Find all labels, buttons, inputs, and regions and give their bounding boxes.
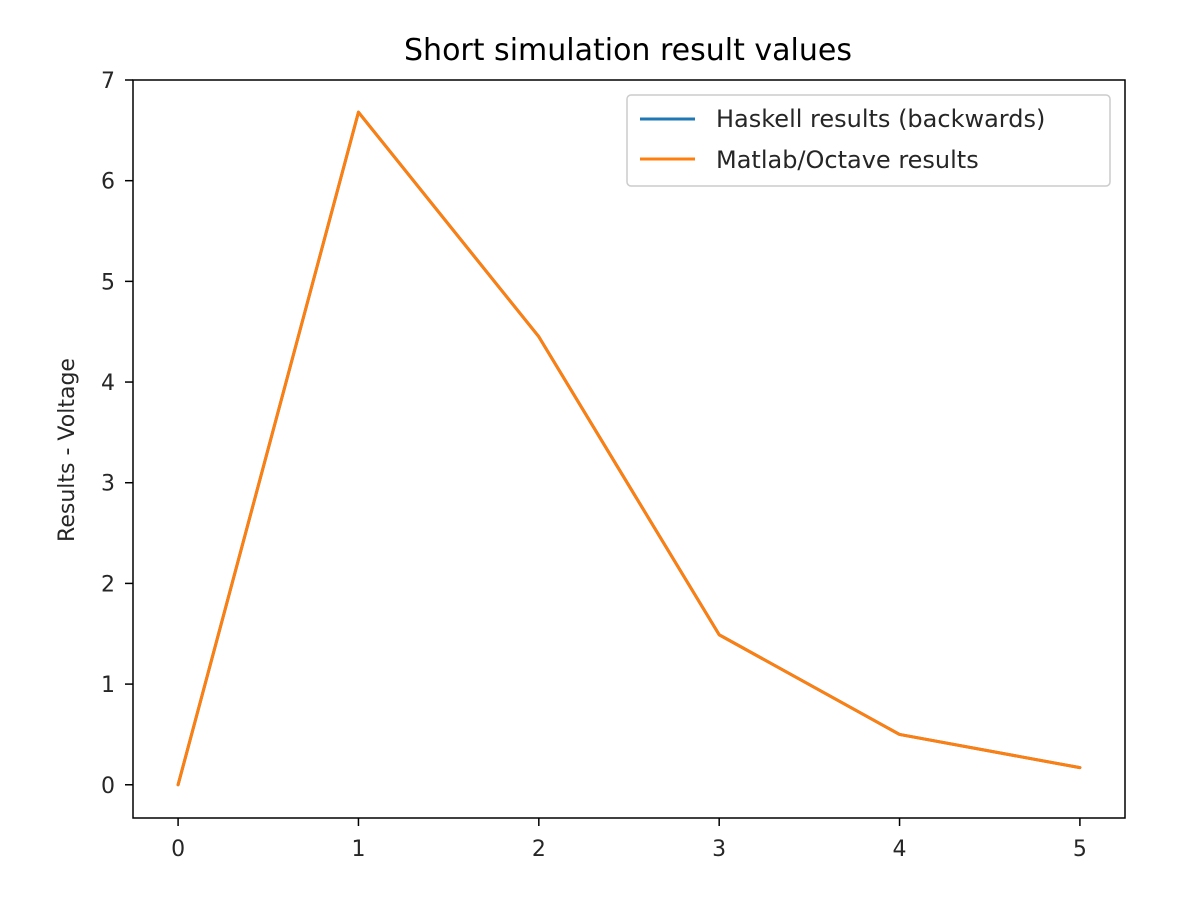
x-tick-label: 5 bbox=[1073, 837, 1087, 862]
x-tick-label: 2 bbox=[532, 837, 546, 862]
y-tick-label: 3 bbox=[101, 472, 115, 497]
y-tick-label: 4 bbox=[101, 371, 115, 396]
x-tick-label: 3 bbox=[712, 837, 726, 862]
series-lines bbox=[176, 110, 1082, 787]
y-tick-label: 7 bbox=[101, 69, 115, 94]
x-tick-label: 1 bbox=[351, 837, 365, 862]
y-tick-label: 5 bbox=[101, 270, 115, 295]
axis-ticks: 0 1 2 3 4 5 0 1 2 3 4 5 6 7 bbox=[101, 69, 1087, 862]
plot-area-frame bbox=[132, 79, 1126, 819]
legend: Haskell results (backwards) Matlab/Octav… bbox=[626, 94, 1111, 187]
legend-box bbox=[626, 94, 1111, 187]
legend-label-haskell: Haskell results (backwards) bbox=[716, 105, 1045, 133]
series-line-0 bbox=[176, 110, 1082, 787]
series-line-1 bbox=[176, 110, 1082, 787]
x-tick-label: 4 bbox=[893, 837, 907, 862]
y-tick-label: 2 bbox=[101, 572, 115, 597]
y-tick-label: 0 bbox=[101, 774, 115, 799]
legend-label-matlab: Matlab/Octave results bbox=[716, 146, 979, 174]
y-axis-label: Results - Voltage bbox=[55, 358, 80, 542]
y-tick-label: 1 bbox=[101, 673, 115, 698]
x-tick-label: 0 bbox=[171, 837, 185, 862]
chart-title: Short simulation result values bbox=[404, 33, 852, 68]
y-tick-label: 6 bbox=[101, 170, 115, 195]
